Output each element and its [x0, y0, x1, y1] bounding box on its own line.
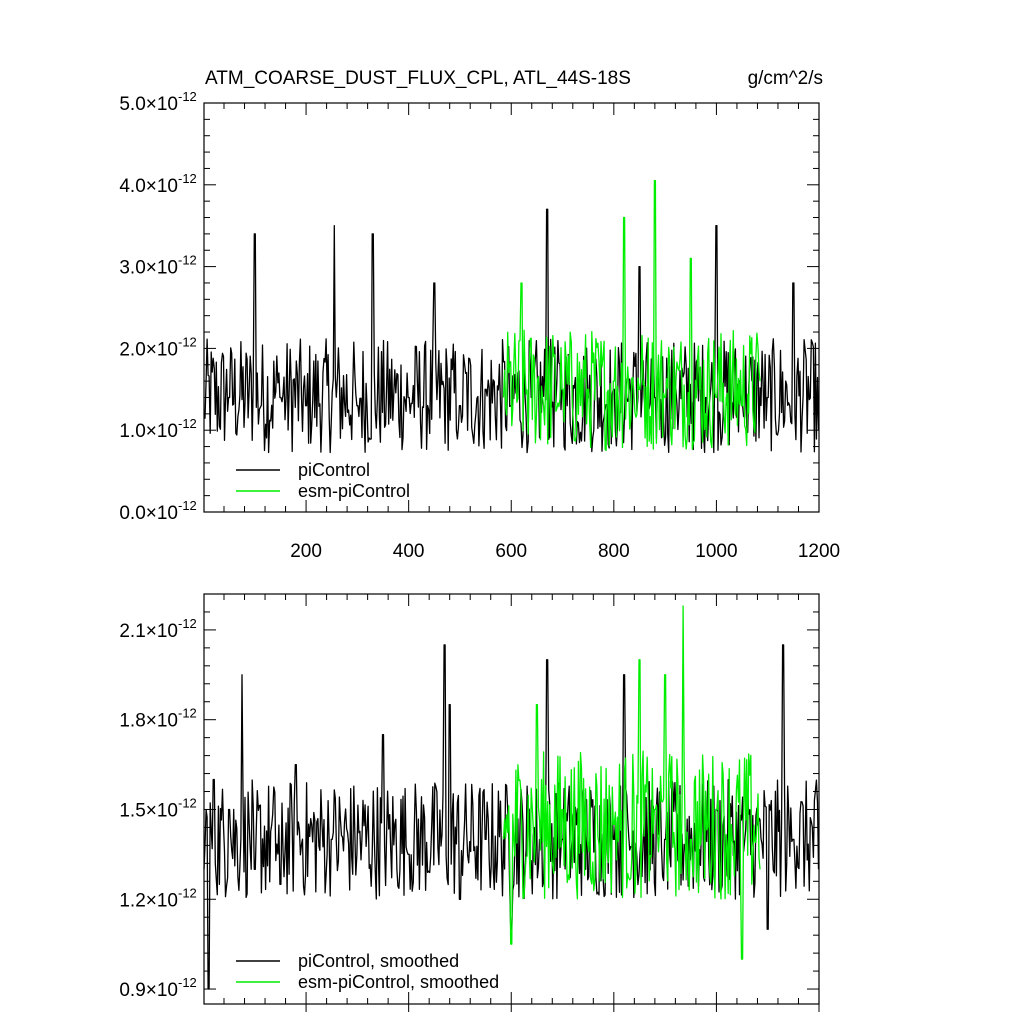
y-tick-label: 2.1×10 [119, 621, 178, 642]
y-tick-exponent: -12 [178, 89, 197, 104]
x-tick-label: 800 [598, 541, 630, 562]
y-tick-exponent: -12 [178, 706, 197, 721]
top-series-group [203, 180, 820, 454]
y-tick-exponent: -12 [178, 171, 197, 186]
y-tick-label: 1.8×10 [119, 711, 178, 732]
y-tick-exponent: -12 [178, 616, 197, 631]
y-tick-label: 1.0×10 [119, 421, 178, 442]
legend-label-0: piControl, smoothed [298, 951, 459, 971]
y-tick-exponent: -12 [178, 975, 197, 990]
y-tick-label: 3.0×10 [119, 258, 178, 279]
y-tick-exponent: -12 [178, 885, 197, 900]
y-tick-label: 2.0×10 [119, 339, 178, 360]
y-tick-label: 1.5×10 [119, 800, 178, 821]
bottom-series-group [203, 605, 820, 990]
chart-units: g/cm^2/s [748, 68, 823, 89]
legend-label-0: piControl [298, 460, 370, 480]
y-tick-label: 0.9×10 [119, 980, 178, 1001]
legend-label-1: esm-piControl, smoothed [298, 972, 499, 992]
bottom-axes: 0.9×10 -121.2×10 -121.5×10 -121.8×10 -122.1×… [119, 593, 820, 1012]
series-line-1 [502, 180, 761, 452]
y-tick-exponent: -12 [178, 416, 197, 431]
y-tick-exponent: -12 [178, 334, 197, 349]
x-tick-label: 1200 [798, 541, 840, 562]
y-tick-label: 0.0×10 [119, 503, 178, 524]
y-tick-exponent: -12 [178, 795, 197, 810]
plot-frame [203, 102, 820, 513]
bottom-panel: 0.9×10 -121.2×10 -121.5×10 -121.8×10 -122.1×… [119, 593, 820, 1012]
y-tick-exponent: -12 [178, 253, 197, 268]
chart-title: ATM_COARSE_DUST_FLUX_CPL, ATL_44S-18S [205, 68, 631, 89]
y-tick-label: 5.0×10 [119, 94, 178, 115]
x-tick-label: 400 [393, 541, 425, 562]
x-tick-label: 600 [495, 541, 527, 562]
y-tick-label: 1.2×10 [119, 890, 178, 911]
x-tick-label: 200 [290, 541, 322, 562]
y-tick-exponent: -12 [178, 498, 197, 513]
series-line-1 [502, 605, 761, 960]
x-tick-label: 1000 [695, 541, 737, 562]
legend-label-1: esm-piControl [298, 481, 410, 501]
y-tick-label: 4.0×10 [119, 176, 178, 197]
top-panel: ATM_COARSE_DUST_FLUX_CPL, ATL_44S-18S g/… [119, 68, 840, 562]
